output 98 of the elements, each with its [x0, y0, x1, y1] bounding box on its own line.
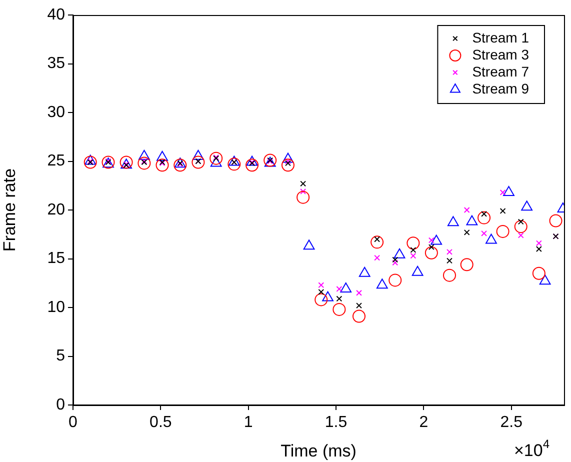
point: [406, 236, 420, 250]
legend-label: Stream 3: [472, 46, 530, 62]
point: [521, 200, 533, 211]
x-tick-label: 1.5: [324, 414, 348, 432]
point: [120, 156, 133, 169]
point: [192, 156, 205, 169]
point: [447, 216, 459, 226]
y-axis-title: Frame rate: [0, 168, 19, 252]
point: [84, 156, 97, 169]
point: [518, 218, 524, 225]
y-tick-label: 25: [47, 152, 66, 170]
point: [356, 290, 362, 296]
y-tick-label: 15: [47, 250, 66, 268]
point: [174, 158, 187, 172]
y-tick-label: 35: [47, 55, 66, 72]
point: [332, 302, 346, 316]
y-tick-label: 20: [47, 201, 66, 218]
x-tick-label: 2: [419, 414, 428, 432]
point: [503, 186, 514, 196]
point: [460, 258, 474, 272]
x-tick-label: 1: [244, 414, 253, 432]
y-tick-label: 30: [47, 104, 66, 121]
point: [412, 266, 424, 276]
point: [281, 158, 294, 172]
point: [358, 266, 370, 277]
point: [464, 207, 470, 213]
point: [446, 258, 452, 264]
point: [536, 246, 542, 252]
point: [500, 208, 506, 214]
point: [478, 211, 491, 224]
point: [428, 237, 434, 244]
point: [536, 240, 542, 246]
point: [410, 247, 416, 253]
point: [174, 158, 186, 168]
point: [392, 256, 398, 263]
point: [392, 260, 398, 266]
y-tick-label: 0: [56, 396, 66, 414]
x-tick-label: 0.5: [150, 414, 172, 432]
point: [210, 152, 223, 165]
point: [192, 150, 204, 160]
point: [246, 156, 258, 166]
point: [336, 286, 342, 292]
point: [539, 274, 551, 285]
x-axis-title: Time (ms): [280, 441, 356, 460]
point: [282, 152, 294, 163]
point: [466, 215, 478, 226]
y-tick-label: 10: [47, 298, 66, 316]
point: [481, 230, 488, 236]
point: [246, 158, 259, 172]
point: [322, 291, 334, 302]
point: [156, 150, 168, 161]
point: [374, 254, 380, 261]
point: [410, 252, 416, 259]
legend-label: Stream 1: [472, 29, 530, 46]
point: [532, 266, 546, 280]
point: [340, 282, 352, 292]
point: [138, 156, 151, 170]
point: [376, 278, 388, 289]
point: [264, 154, 277, 167]
point: [446, 248, 452, 255]
y-tick-label: 40: [47, 6, 66, 24]
point: [156, 158, 169, 172]
point: [430, 234, 442, 245]
legend-label: Stream 7: [472, 63, 530, 80]
point: [514, 220, 528, 234]
point: [442, 268, 456, 282]
point: [318, 282, 324, 288]
point: [388, 274, 402, 287]
point: [549, 214, 562, 228]
x-tick-label: 0: [68, 414, 78, 432]
point: [138, 150, 150, 160]
point: [303, 240, 315, 250]
point: [464, 229, 470, 236]
point: [496, 224, 510, 238]
point: [424, 246, 438, 260]
point: [356, 302, 362, 309]
point: [314, 293, 328, 306]
point: [264, 156, 276, 167]
point: [228, 158, 241, 171]
point: [352, 310, 366, 323]
point: [370, 236, 384, 249]
legend-label: Stream 9: [472, 80, 530, 96]
y-tick-label: 5: [56, 348, 66, 365]
x-tick-label: 2.5: [500, 414, 523, 432]
point: [318, 288, 324, 295]
point: [300, 188, 306, 194]
point: [296, 190, 310, 204]
point: [481, 210, 488, 217]
point: [84, 154, 96, 165]
point: [428, 244, 434, 250]
point: [500, 189, 506, 196]
point: [394, 248, 406, 258]
point: [486, 234, 497, 244]
point: [120, 158, 132, 169]
point: [336, 296, 342, 302]
point: [300, 180, 306, 187]
point: [228, 156, 240, 166]
point: [518, 232, 524, 238]
